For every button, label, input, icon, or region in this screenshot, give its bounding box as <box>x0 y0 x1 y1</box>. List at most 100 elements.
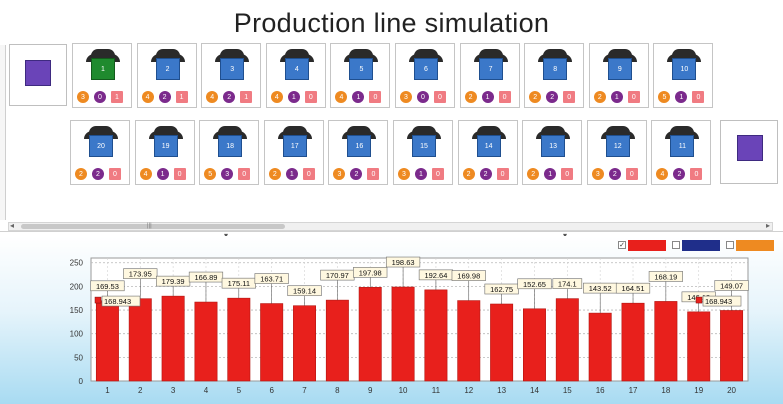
machine-box[interactable]: 5 <box>349 58 374 80</box>
machine-box[interactable]: 9 <box>607 58 632 80</box>
sink-buffer-icon <box>737 135 763 161</box>
blocked-count: 0 <box>627 91 640 103</box>
machine-box[interactable]: 12 <box>605 135 630 157</box>
x-tick-label: 3 <box>171 386 176 395</box>
x-tick-label: 4 <box>204 386 209 395</box>
wip-count: 2 <box>92 168 104 180</box>
bar <box>457 300 481 382</box>
machine-box[interactable]: 4 <box>284 58 309 80</box>
station-18[interactable]: 18 5 3 0 <box>199 120 260 185</box>
station-14[interactable]: 14 2 2 0 <box>457 120 518 185</box>
average-marker <box>94 296 102 304</box>
station-17[interactable]: 17 2 1 0 <box>263 120 324 185</box>
bar <box>293 305 316 382</box>
blocked-count: 0 <box>238 168 251 180</box>
wip-count: 2 <box>350 168 363 180</box>
worker-head-icon <box>91 49 115 56</box>
blocked-count: 0 <box>304 91 317 103</box>
source-buffer[interactable] <box>9 44 67 106</box>
data-label-box <box>254 273 289 284</box>
average-label-box <box>101 295 141 307</box>
scroll-right-icon[interactable]: ▸ <box>765 221 770 230</box>
machine-box[interactable]: 19 <box>153 135 178 157</box>
scrollbar-thumb[interactable] <box>21 224 285 229</box>
station-19[interactable]: 19 4 1 0 <box>134 120 195 185</box>
machine-box[interactable]: 11 <box>670 135 695 157</box>
machine-box[interactable]: 7 <box>478 58 503 80</box>
station-12[interactable]: 12 3 2 0 <box>586 120 647 185</box>
x-tick-label: 1 <box>105 386 110 395</box>
page-title: Production line simulation <box>233 8 550 38</box>
machine-box[interactable]: 15 <box>412 135 436 157</box>
data-label: 179.39 <box>162 277 185 286</box>
blocked-count: 0 <box>625 168 638 180</box>
data-label: 149.07 <box>720 281 743 290</box>
legend-swatch[interactable] <box>736 240 774 251</box>
x-tick-label: 2 <box>138 386 143 395</box>
splitter-down-icon[interactable]: ▾ <box>563 231 567 240</box>
data-label-box <box>385 256 421 268</box>
x-tick-label: 18 <box>661 386 670 395</box>
station-20[interactable]: 20 2 2 0 <box>70 120 130 185</box>
x-tick-label: 5 <box>237 386 242 395</box>
legend-checkbox[interactable] <box>672 241 680 249</box>
bar <box>654 301 678 382</box>
scroll-left-icon[interactable]: ◂ <box>10 221 15 230</box>
worker-head-icon <box>670 126 695 133</box>
legend-swatch[interactable] <box>628 240 666 251</box>
station-16[interactable]: 16 3 2 0 <box>328 120 389 185</box>
machine-box[interactable]: 1 <box>91 58 115 80</box>
station-15[interactable]: 15 3 1 0 <box>393 120 453 185</box>
machine-box[interactable]: 10 <box>672 58 697 80</box>
queue-count: 3 <box>333 168 346 180</box>
data-label: 197.98 <box>359 268 382 277</box>
machine-box[interactable]: 20 <box>89 135 113 157</box>
queue-count: 4 <box>206 91 219 103</box>
station-11[interactable]: 11 4 2 0 <box>651 120 712 185</box>
average-marker <box>695 296 703 304</box>
x-tick-label: 10 <box>399 386 408 395</box>
machine-box[interactable]: 3 <box>220 58 245 80</box>
splitter-down-icon[interactable]: ▾ <box>224 231 228 240</box>
data-label-box <box>615 282 651 294</box>
machine-box[interactable]: 17 <box>282 135 307 157</box>
sink-buffer[interactable] <box>720 120 778 184</box>
machine-box[interactable]: 14 <box>476 135 501 157</box>
machine-box[interactable]: 13 <box>541 135 566 157</box>
x-tick-label: 7 <box>302 386 307 395</box>
worker-head-icon <box>153 126 178 133</box>
machine-box[interactable]: 8 <box>543 58 568 80</box>
machine-box[interactable]: 2 <box>155 58 180 80</box>
legend-checkbox[interactable] <box>726 241 734 249</box>
worker-head-icon <box>349 49 374 56</box>
legend-swatch[interactable] <box>682 240 720 251</box>
legend-checkbox[interactable]: ✓ <box>618 241 626 249</box>
bar <box>95 300 119 382</box>
machine-box[interactable]: 16 <box>347 135 372 157</box>
station-13[interactable]: 13 2 1 0 <box>522 120 583 185</box>
machine-box[interactable]: 18 <box>218 135 243 157</box>
station-10[interactable]: 10 5 1 0 <box>653 43 714 108</box>
worker-head-icon <box>478 49 503 56</box>
data-label: 173.95 <box>129 270 152 279</box>
data-label-box <box>353 267 388 278</box>
wip-count: 0 <box>94 91 106 103</box>
left-pane-edge[interactable] <box>0 45 6 220</box>
machine-box[interactable]: 6 <box>414 58 438 80</box>
wip-count: 2 <box>479 168 492 180</box>
horizontal-scrollbar[interactable]: ◂ ||| ▸ <box>8 221 773 231</box>
